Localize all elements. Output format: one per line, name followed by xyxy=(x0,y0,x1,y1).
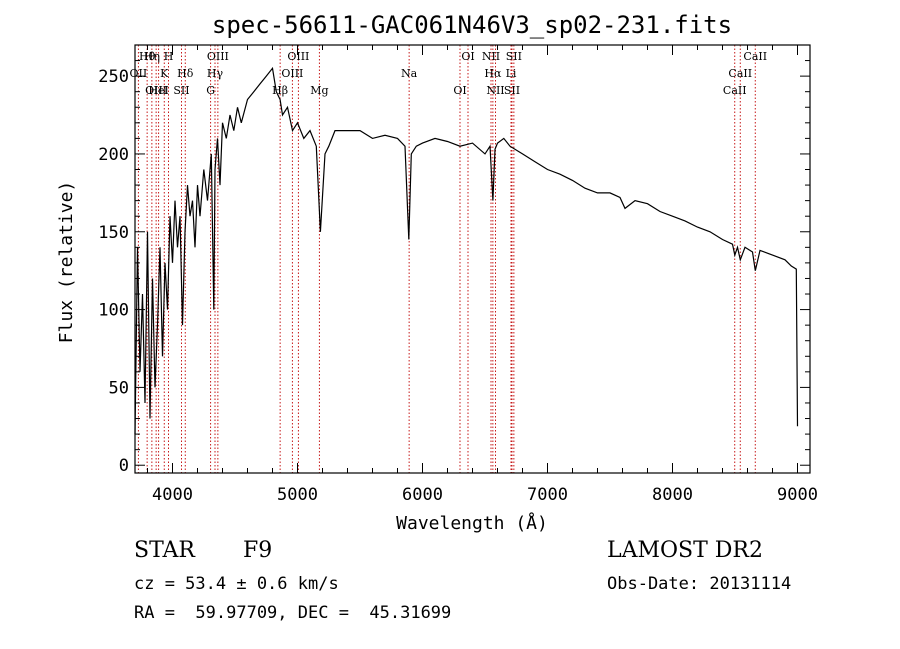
line-label: SII xyxy=(173,84,189,97)
line-label: HeI xyxy=(148,84,168,97)
object-class: STAR xyxy=(134,538,195,563)
x-tick-label: 4000 xyxy=(152,485,193,505)
line-label: OIII xyxy=(287,50,309,63)
line-label: CaII xyxy=(728,67,752,80)
line-label: Mg xyxy=(310,84,328,97)
line-label: OII xyxy=(130,67,148,80)
x-axis-ticks: 4000 5000 6000 7000 8000 9000 xyxy=(147,45,818,505)
y-tick-label: 150 xyxy=(98,223,129,243)
line-label: NII xyxy=(482,50,500,63)
line-label: Li xyxy=(506,67,517,80)
line-label: Hη xyxy=(144,50,160,63)
plot-frame xyxy=(134,44,811,474)
line-label: NII xyxy=(486,84,504,97)
spectrum-line xyxy=(134,66,799,435)
y-tick-label: 200 xyxy=(98,145,129,165)
line-label: Hθ xyxy=(139,50,156,63)
emission-line-labels: Hθ OII OIII HηK HeI HHδ SII OIII Hγ G OIII OIII Hβ Mg… xyxy=(130,50,768,97)
observation-date: Obs-Date: 20131114 xyxy=(607,574,792,594)
y-tick-label: 0 xyxy=(119,456,129,476)
line-label: Na xyxy=(401,67,418,80)
y-tick-label: 50 xyxy=(109,378,129,398)
x-tick-label: 5000 xyxy=(277,485,318,505)
x-tick-label: 8000 xyxy=(652,485,693,505)
survey-name: LAMOST DR2 xyxy=(607,538,763,563)
emission-line-markers xyxy=(137,45,756,473)
line-label: Hδ xyxy=(177,67,194,80)
line-label: OI xyxy=(453,84,466,97)
line-label: OI xyxy=(461,50,474,63)
y-axis-label: Flux (relative) xyxy=(56,181,77,344)
x-axis-label: Wavelength (Å) xyxy=(396,512,548,534)
line-label: OIII xyxy=(207,50,229,63)
redshift-readout: cz = 53.4 ± 0.6 km/s xyxy=(134,574,339,594)
object-subclass: F9 xyxy=(243,538,273,563)
line-label: SII xyxy=(504,84,520,97)
chart-title: spec-56611-GAC061N46V3_sp02-231.fits xyxy=(212,11,732,39)
y-axis-ticks: 0 50 100 150 200 250 xyxy=(98,60,810,476)
coordinates-readout: RA = 59.97709, DEC = 45.31699 xyxy=(134,603,452,623)
line-label: CaII xyxy=(723,84,747,97)
line-label: Hα xyxy=(484,67,502,80)
line-label: H xyxy=(164,50,174,63)
x-tick-label: 7000 xyxy=(527,485,568,505)
y-tick-label: 100 xyxy=(98,301,129,321)
line-label: CaII xyxy=(743,50,767,63)
line-label: Hγ xyxy=(207,67,224,80)
line-label: K xyxy=(160,67,169,80)
line-label: OIII xyxy=(281,67,303,80)
x-tick-label: 6000 xyxy=(402,485,443,505)
line-label: SII xyxy=(506,50,522,63)
y-tick-label: 250 xyxy=(98,67,129,87)
line-label: OIII xyxy=(145,84,167,97)
line-label: Hβ xyxy=(272,84,288,97)
x-tick-label: 9000 xyxy=(777,485,818,505)
line-label: G xyxy=(206,84,215,97)
